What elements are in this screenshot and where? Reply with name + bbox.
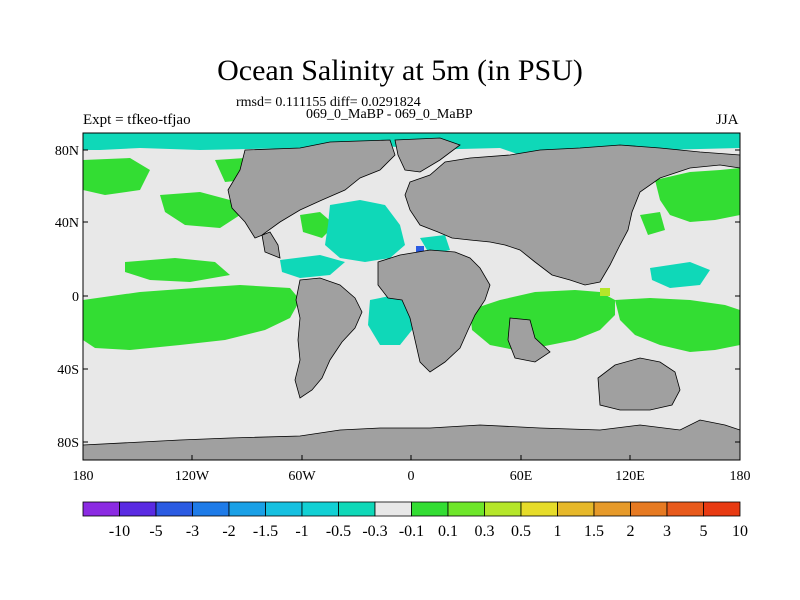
colorbar-swatch [155,501,193,517]
positive-region-west-pacific [615,298,740,352]
land-australia [597,357,681,411]
colorbar-label: -0.1 [399,523,424,540]
colorbar-swatch [192,501,230,517]
colorbar-swatch [82,501,120,517]
lat-label-80n: 80N [55,144,79,159]
colorbar-label: -1 [295,523,308,540]
positive-region-east-china-sea [640,212,665,235]
colorbar-label: 1.5 [584,523,604,540]
longitude-axis [82,455,741,460]
colorbar-label: -2 [222,523,235,540]
colorbar-swatch [411,501,449,517]
colorbar-swatch [703,501,741,517]
lon-label-120e: 120E [615,469,645,484]
lon-label-0: 0 [408,469,415,484]
colorbar-label: -0.3 [362,523,387,540]
colorbar-swatch [338,501,376,517]
positive-region-east-pacific [125,258,230,282]
colorbar-label: -1.5 [253,523,278,540]
land-masses [82,137,741,461]
colorbar-swatch [374,501,412,517]
experiment-label: Expt = tfkeo-tfjao [83,112,191,128]
latitude-labels: 80N 40N 0 40S 80S [55,144,79,451]
colorbar-swatch [301,501,339,517]
colorbar-swatch [666,501,704,517]
colorbar-label: 3 [663,523,671,540]
land-north-america [227,139,396,259]
colorbar-label: 0.1 [438,523,458,540]
lon-label-60e: 60E [510,469,533,484]
colorbar-swatch [484,501,522,517]
colorbar-swatch [593,501,631,517]
longitude-labels: 180 120W 60W 0 60E 120E 180 [73,469,751,484]
positive-region-north-pacific-2 [160,192,240,228]
colorbar-swatch [520,501,558,517]
lon-label-60w: 60W [288,469,316,484]
colorbar-label: -0.5 [326,523,351,540]
colorbar-swatch [557,501,595,517]
colorbar-label: 2 [627,523,635,540]
negative-region-med [420,235,450,255]
lon-label-180e: 180 [730,469,751,484]
case-line: 069_0_MaBP - 069_0_MaBP [306,107,473,122]
positive-anomaly-regions [83,158,740,352]
colorbar-label: 5 [700,523,708,540]
season-label: JJA [716,112,739,128]
map-panel: 80N 40N 0 40S 80S 180 120W 60W 0 60E 120… [55,132,751,484]
positive-region-atlantic-north [300,212,335,238]
stats-line: rmsd= 0.111155 diff= 0.0291824 [236,95,421,110]
colorbar-label: 1 [554,523,562,540]
positive-region-north-east-pacific [655,168,740,222]
colorbar-swatch [119,501,157,517]
lon-label-180w: 180 [73,469,94,484]
land-greenland [394,137,461,173]
lat-label-40n: 40N [55,216,79,231]
negative-region-indian [650,262,710,288]
lat-label-0: 0 [72,290,79,305]
colorbar-label: -10 [109,523,130,540]
colorbar-label: -5 [149,523,162,540]
land-maritime-continent [507,317,551,363]
colorbar-swatch [630,501,668,517]
colorbar-label: 0.3 [475,523,495,540]
colorbar-swatch [265,501,303,517]
colorbar-swatch [447,501,485,517]
lon-label-120w: 120W [175,469,210,484]
lat-label-80s: 80S [57,436,79,451]
latitude-axis [83,149,740,443]
positive-region-south-pacific [83,285,300,350]
land-africa [377,249,491,373]
strong-negative-spot [416,246,424,254]
colorbar-label: 10 [732,523,748,540]
colorbar-swatch [228,501,266,517]
positive-region-indian-ocean [470,290,615,350]
strong-positive-spot [600,288,610,296]
colorbar: -10 -5 -3 -2 -1.5 -1 -0.5 -0.3 -0.1 0.1 0.3 0.5 1 1.5… [82,501,748,540]
colorbar-label: 0.5 [511,523,531,540]
colorbar-label: -3 [186,523,199,540]
negative-region-tropical-atlantic [280,255,345,278]
land-eurasia [404,144,741,286]
lat-label-40s: 40S [57,363,79,378]
land-south-america [294,277,363,399]
negative-region-north-atlantic [325,200,405,262]
positive-region-north-pacific [83,158,150,195]
map-title: Ocean Salinity at 5m (in PSU) [217,54,583,87]
negative-region-south-atlantic [368,295,412,345]
